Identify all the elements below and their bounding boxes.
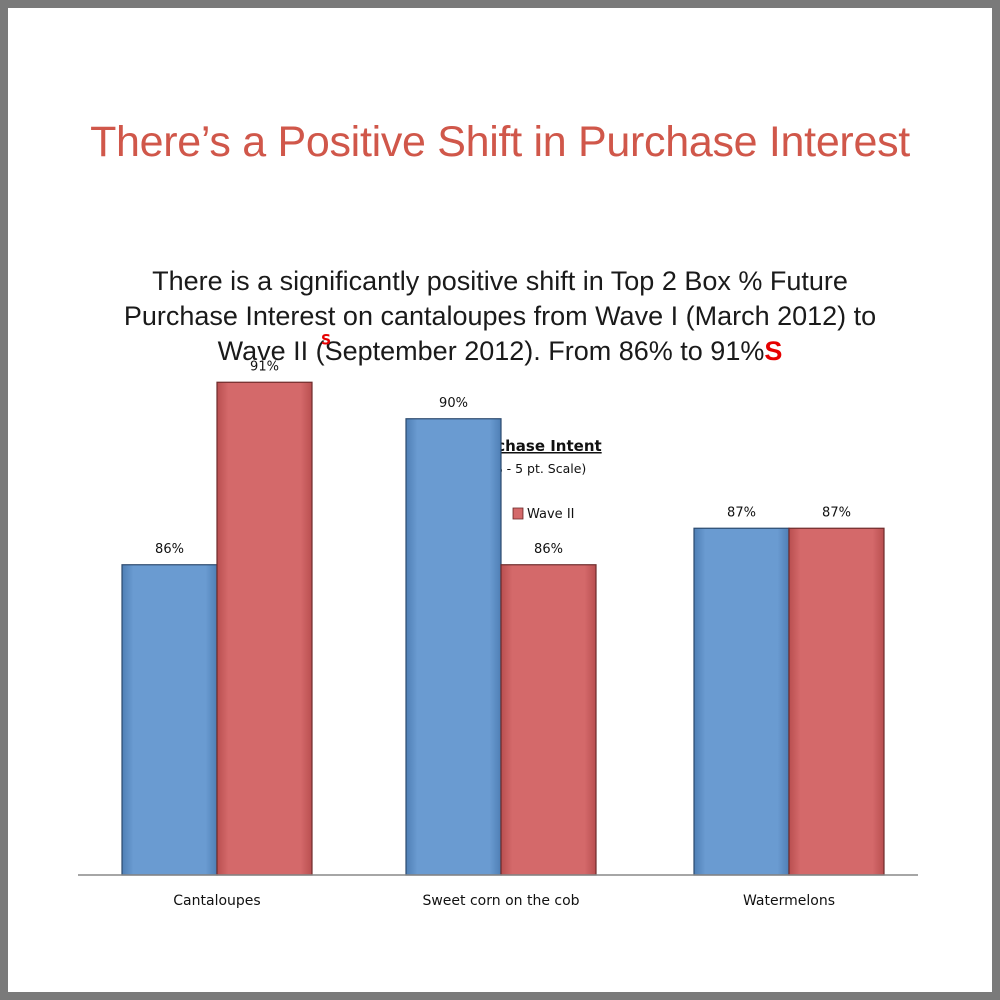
bar-wave-ii-watermelons <box>788 527 885 876</box>
significance-marker: S <box>764 336 783 366</box>
bar-wave-i-watermelons <box>693 527 790 876</box>
slide-title: There’s a Positive Shift in Purchase Int… <box>90 118 910 166</box>
bar-wave-ii-cantaloupes <box>216 381 313 876</box>
chart-significance-marker: S <box>321 332 331 348</box>
subtitle-text: There is a significantly positive shift … <box>123 266 877 366</box>
legend-swatch <box>512 507 524 520</box>
x-tick-label: Watermelons <box>743 893 835 909</box>
x-tick-label: Cantaloupes <box>173 893 260 909</box>
slide-subtitle: There is a significantly positive shift … <box>98 264 902 369</box>
bar-wave-ii-sweet-corn-on-the-cob <box>500 564 597 876</box>
bar-chart: Future Purchase Intent (Top 2 Box % - 5 … <box>78 332 918 909</box>
data-label: 91% <box>250 359 279 374</box>
legend-label: Wave II <box>527 507 574 522</box>
bar-wave-i-cantaloupes <box>121 564 218 876</box>
bars: 86% 91% 90% 86% 87% 87% S <box>121 332 885 876</box>
data-label: 87% <box>727 505 756 520</box>
x-tick-label: Sweet corn on the cob <box>422 893 579 909</box>
x-axis-labels: Cantaloupes Sweet corn on the cob Watermel… <box>173 893 835 909</box>
data-label: 90% <box>439 396 468 411</box>
data-label: 87% <box>822 505 851 520</box>
data-label: 86% <box>534 542 563 557</box>
slide: There’s a Positive Shift in Purchase Int… <box>8 8 992 992</box>
bar-wave-i-sweet-corn-on-the-cob <box>405 418 502 876</box>
data-label: 86% <box>155 542 184 557</box>
